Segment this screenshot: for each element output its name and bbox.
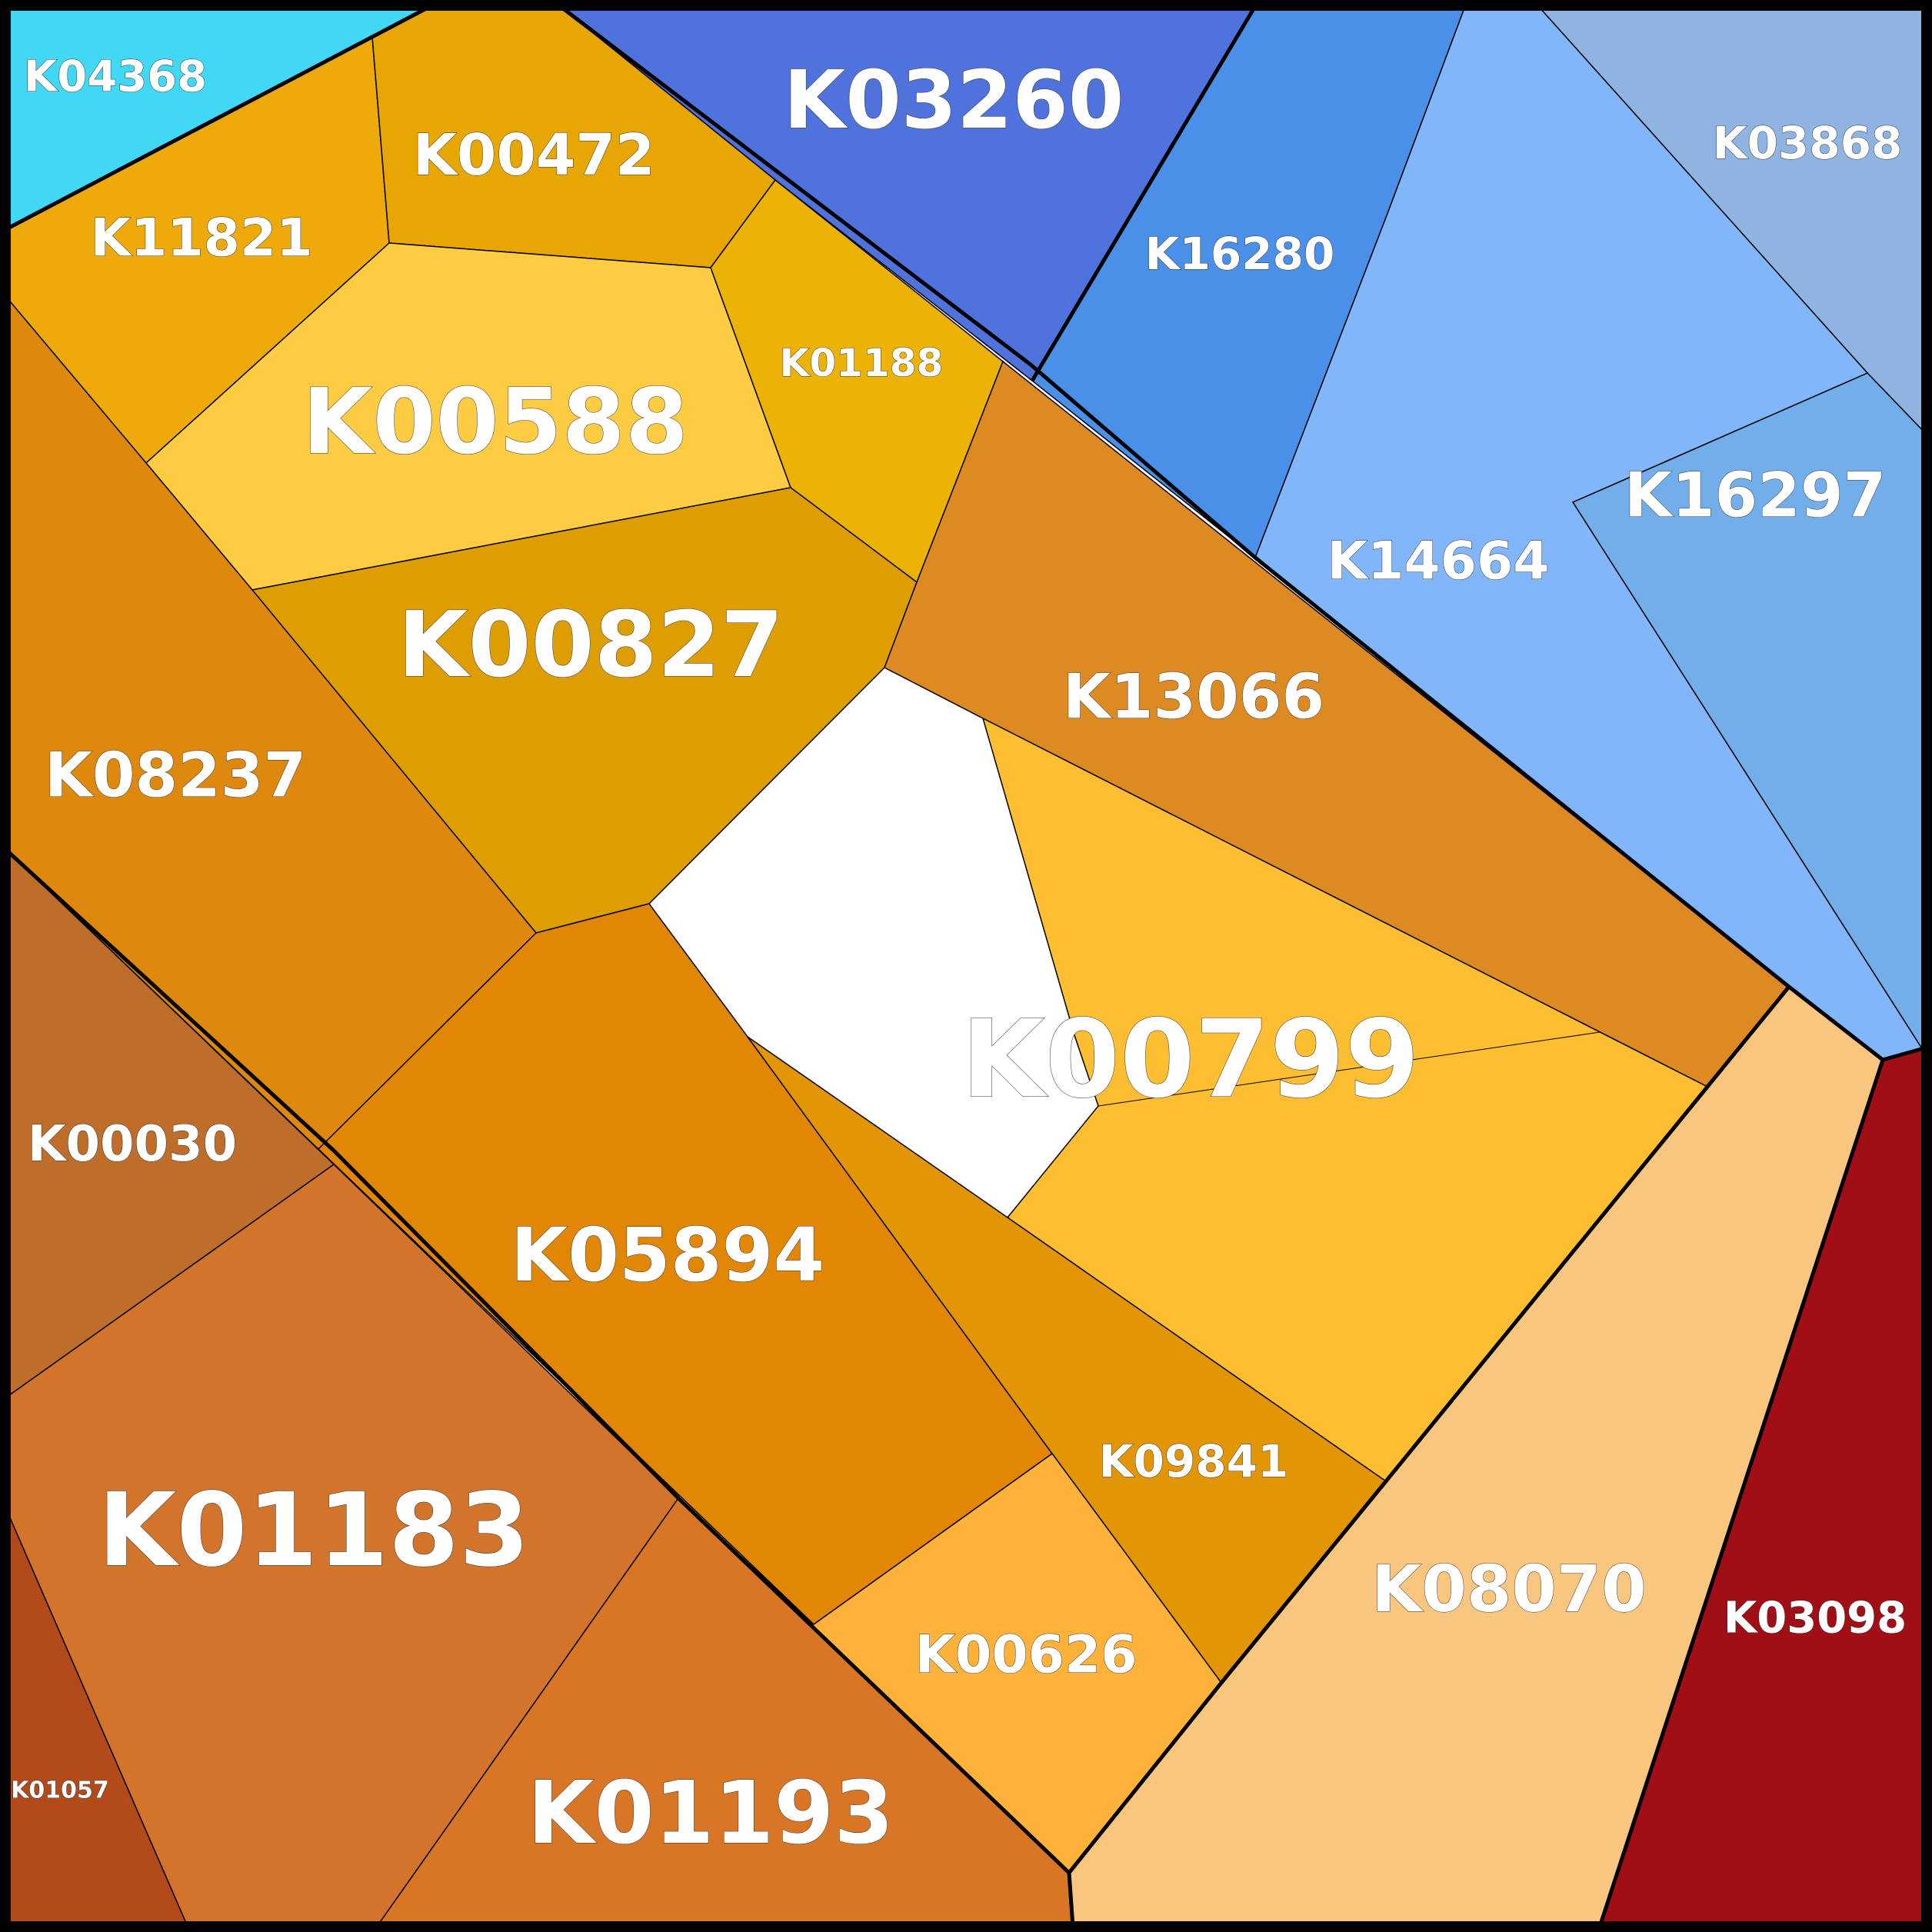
- cell-label-k08237: K08237: [45, 740, 306, 811]
- cell-label-k16280: K16280: [1145, 228, 1335, 280]
- cell-label-k08070: K08070: [1371, 1551, 1646, 1627]
- cell-label-k04368: K04368: [24, 52, 207, 102]
- cell-label-k00588: K00588: [302, 368, 688, 475]
- cell-label-k00799: K00799: [961, 998, 1420, 1123]
- cell-label-k16297: K16297: [1624, 460, 1886, 531]
- cells-layer: [5, 5, 1927, 1927]
- cell-label-k01057: K01057: [11, 1777, 109, 1804]
- cell-label-k03098: K03098: [1724, 1594, 1907, 1644]
- labels-layer: K04368 K03260 K16280 K03868 K16297 K14664 K118…: [11, 52, 1907, 1864]
- cell-label-k11821: K11821: [90, 208, 312, 269]
- group-border-peach-left: [1068, 985, 1790, 1874]
- group-borders: [5, 4, 1927, 1927]
- cell-label-k03868: K03868: [1713, 117, 1903, 169]
- cell-label-k09841: K09841: [1099, 1435, 1289, 1487]
- cell-label-k00030: K00030: [28, 1116, 237, 1173]
- cell-label-k05894: K05894: [511, 1212, 824, 1298]
- cell-label-k01183: K01183: [98, 1471, 530, 1590]
- group-border-blue-inner: [1030, 5, 1257, 382]
- cell-label-k00472: K00472: [413, 122, 655, 188]
- cell-label-k13066: K13066: [1063, 661, 1324, 733]
- cell-label-k01193: K01193: [528, 1764, 894, 1864]
- group-border-top-left: [5, 4, 432, 232]
- inner-divider-0: [982, 718, 1099, 1218]
- inner-divider-1: [1098, 1031, 1601, 1107]
- cell-label-k00626: K00626: [914, 1625, 1137, 1686]
- inner-divider-2: [747, 1036, 1008, 1218]
- group-border-peach-right: [1597, 1059, 1885, 1927]
- cell-label-k00827: K00827: [398, 591, 784, 698]
- cell-label-k03260: K03260: [784, 53, 1124, 147]
- group-border-orange: [5, 848, 1075, 1927]
- group-border-blue: [558, 5, 1927, 1062]
- cell-label-k01188: K01188: [780, 341, 944, 385]
- cell-label-k14664: K14664: [1327, 531, 1549, 592]
